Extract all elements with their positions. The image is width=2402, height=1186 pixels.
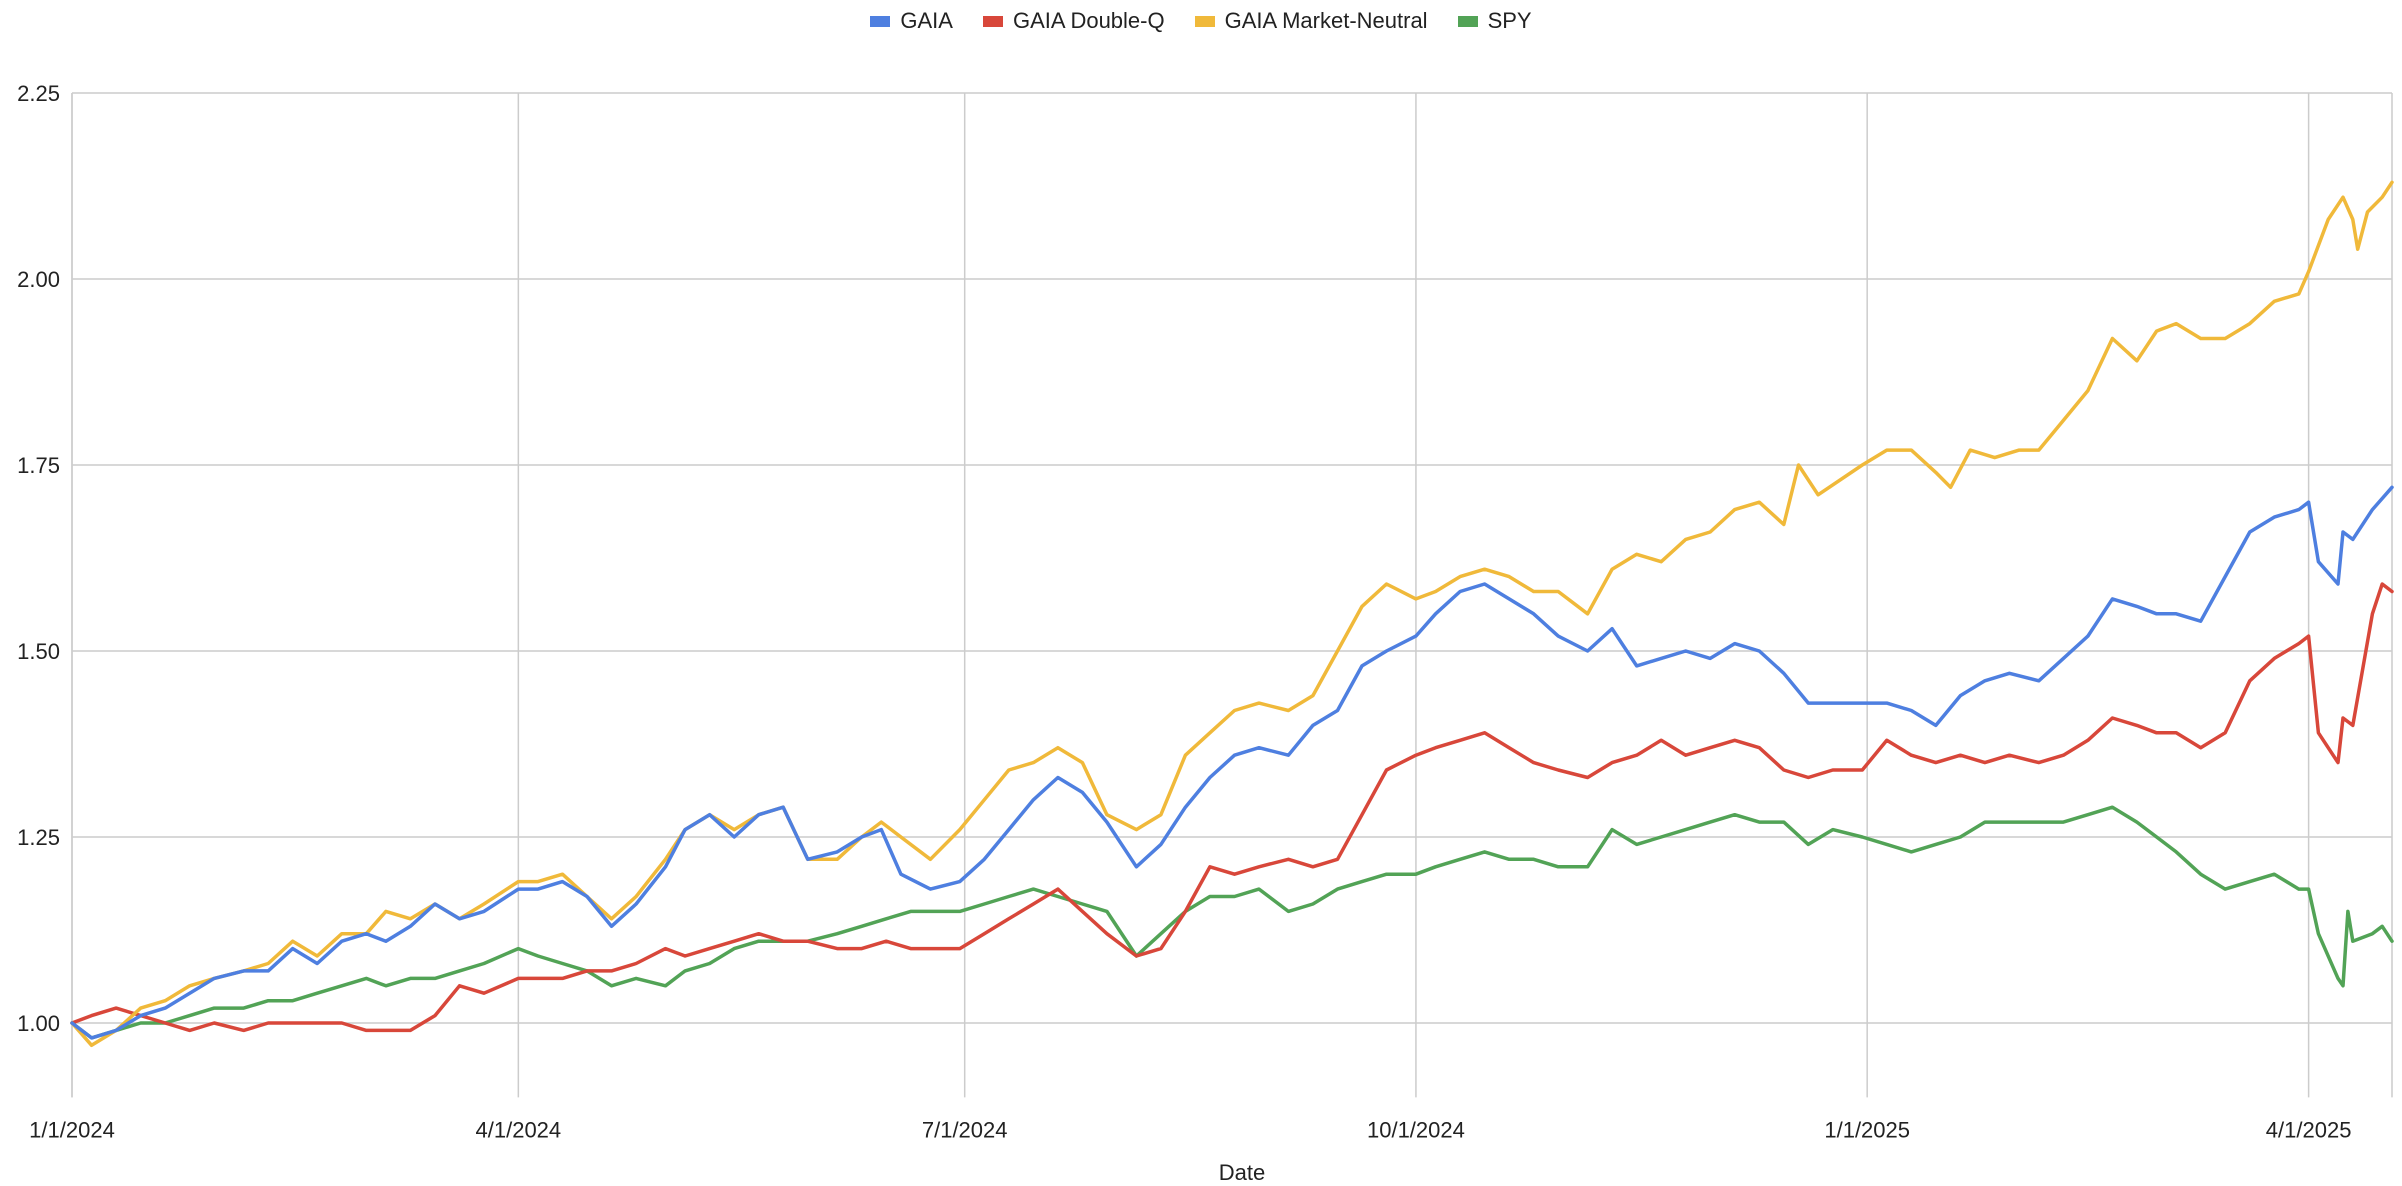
y-tick-label: 2.00 (17, 267, 60, 292)
x-tick-label: 1/1/2025 (1824, 1117, 1910, 1142)
legend-swatch (1457, 15, 1478, 27)
x-tick-label: 1/1/2024 (29, 1117, 115, 1142)
legend-swatch (982, 15, 1003, 27)
legend-item: GAIA Market-Neutral (1194, 8, 1428, 34)
y-tick-label: 1.25 (17, 825, 60, 850)
series-line-gaia-double-q (70, 582, 2394, 1033)
x-tick-label: 10/1/2024 (1367, 1117, 1465, 1142)
y-tick-label: 1.50 (17, 639, 60, 664)
legend-label: SPY (1487, 8, 1532, 33)
x-tick-label: 4/1/2025 (2266, 1117, 2352, 1142)
legend-swatch (1194, 15, 1215, 27)
legend-label: GAIA Market-Neutral (1224, 8, 1428, 33)
x-tick-label: 7/1/2024 (922, 1117, 1008, 1142)
legend: GAIA GAIA Double-Q GAIA Market-Neutral SPY (0, 8, 2402, 34)
y-tick-label: 2.25 (17, 81, 60, 106)
series-line-gaia-market-neutral (70, 180, 2394, 1048)
y-tick-label: 1.75 (17, 453, 60, 478)
y-tick-label: 1.00 (17, 1011, 60, 1036)
legend-item: GAIA (870, 8, 953, 34)
legend-item: GAIA Double-Q (982, 8, 1165, 34)
legend-label: GAIA Double-Q (1012, 8, 1165, 33)
series-line-spy (70, 805, 2394, 1040)
x-axis-label: Date (1219, 1160, 1265, 1185)
series-line-gaia (70, 485, 2394, 1040)
legend-label: GAIA (900, 8, 953, 33)
x-tick-label: 4/1/2024 (476, 1117, 562, 1142)
legend-swatch (870, 15, 891, 27)
legend-item: SPY (1457, 8, 1532, 34)
